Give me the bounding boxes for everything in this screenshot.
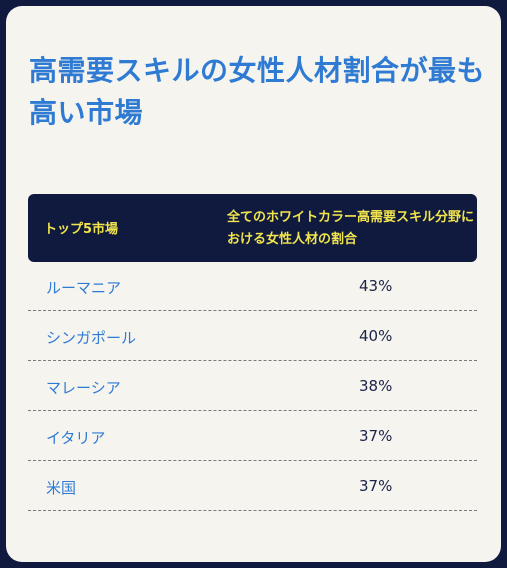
market-name: マレーシア [46,379,121,397]
market-name: ルーマニア [46,279,122,297]
table-row: シンガポール 40% [28,312,477,361]
header-market: トップ5市場 [44,222,119,237]
table-row: イタリア 37% [28,412,477,461]
market-name: シンガポール [46,329,137,347]
market-share: 38% [359,377,393,395]
card-title: 高需要スキルの女性人材割合が最も高い市場 [29,54,486,129]
header-share: 全てのホワイトカラー高需要スキル分野における女性人材の割合 [227,210,475,247]
market-share: 43% [359,277,393,295]
market-share: 40% [359,327,393,345]
table-row: 米国 37% [28,462,477,511]
table-row: ルーマニア 43% [28,262,477,311]
market-name: イタリア [46,429,106,447]
market-share: 37% [359,477,393,495]
table-row: マレーシア 38% [28,362,477,411]
table-header: トップ5市場 全てのホワイトカラー高需要スキル分野における女性人材の割合 [28,194,477,262]
info-card: 高需要スキルの女性人材割合が最も高い市場 トップ5市場 全てのホワイトカラー高需… [6,6,501,562]
market-share: 37% [359,427,393,445]
market-name: 米国 [46,479,77,497]
